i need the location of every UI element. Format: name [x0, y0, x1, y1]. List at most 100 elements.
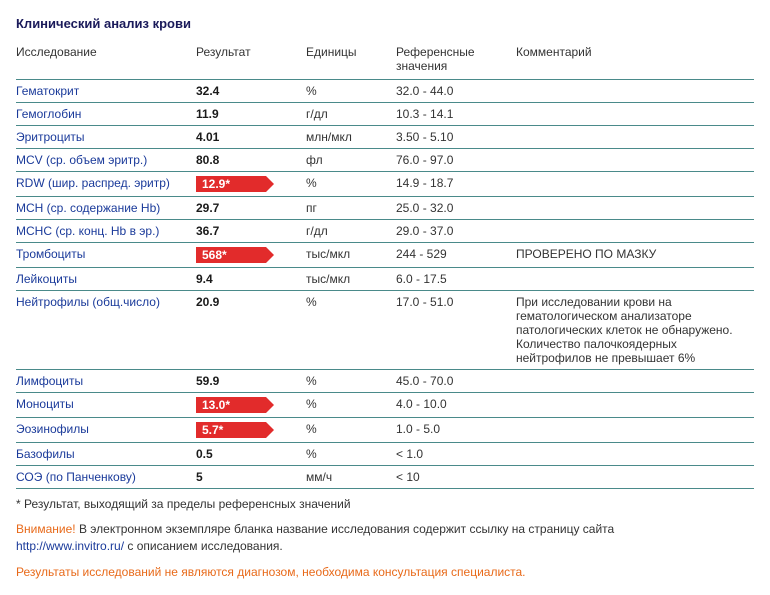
results-table: Исследование Результат Единицы Референсн… — [16, 39, 754, 489]
test-name: Гемоглобин — [16, 103, 196, 126]
test-comment — [516, 103, 754, 126]
test-result: 32.4 — [196, 80, 306, 103]
test-comment — [516, 126, 754, 149]
table-row: СОЭ (по Панченкову)5мм/ч< 10 — [16, 466, 754, 489]
test-name: Тромбоциты — [16, 243, 196, 268]
result-flag: 5.7* — [196, 422, 266, 438]
test-comment — [516, 418, 754, 443]
test-ref: 244 - 529 — [396, 243, 516, 268]
result-flag: 12.9* — [196, 176, 266, 192]
attention-block: Внимание! В электронном экземпляре бланк… — [16, 521, 754, 555]
test-unit: млн/мкл — [306, 126, 396, 149]
test-name: MCV (ср. объем эритр.) — [16, 149, 196, 172]
test-result: 9.4 — [196, 268, 306, 291]
test-unit: % — [306, 443, 396, 466]
test-ref: 29.0 - 37.0 — [396, 220, 516, 243]
test-result: 568* — [196, 243, 306, 268]
test-unit: % — [306, 172, 396, 197]
test-ref: 76.0 - 97.0 — [396, 149, 516, 172]
attention-text1: В электронном экземпляре бланка название… — [79, 522, 614, 536]
table-row: MCH (ср. содержание Hb)29.7пг25.0 - 32.0 — [16, 197, 754, 220]
disclaimer: Результаты исследований не являются диаг… — [16, 565, 754, 579]
test-unit: мм/ч — [306, 466, 396, 489]
test-comment: При исследовании крови на гематологическ… — [516, 291, 754, 370]
test-name: Нейтрофилы (общ.число) — [16, 291, 196, 370]
col-header-name: Исследование — [16, 39, 196, 80]
table-row: MCV (ср. объем эритр.)80.8фл76.0 - 97.0 — [16, 149, 754, 172]
test-ref: 3.50 - 5.10 — [396, 126, 516, 149]
test-ref: < 10 — [396, 466, 516, 489]
col-header-result: Результат — [196, 39, 306, 80]
report-title: Клинический анализ крови — [16, 16, 754, 31]
attention-text2: с описанием исследования. — [127, 539, 282, 553]
table-row: Базофилы0.5%< 1.0 — [16, 443, 754, 466]
test-comment — [516, 220, 754, 243]
test-ref: 4.0 - 10.0 — [396, 393, 516, 418]
test-result: 36.7 — [196, 220, 306, 243]
test-result: 5 — [196, 466, 306, 489]
test-name: Эозинофилы — [16, 418, 196, 443]
table-row: Эозинофилы5.7*%1.0 - 5.0 — [16, 418, 754, 443]
test-name: Гематокрит — [16, 80, 196, 103]
test-name: Лимфоциты — [16, 370, 196, 393]
test-name: Эритроциты — [16, 126, 196, 149]
test-result: 5.7* — [196, 418, 306, 443]
test-comment — [516, 80, 754, 103]
col-header-unit: Единицы — [306, 39, 396, 80]
test-comment — [516, 172, 754, 197]
test-result: 13.0* — [196, 393, 306, 418]
test-comment — [516, 370, 754, 393]
table-row: Гемоглобин11.9г/дл10.3 - 14.1 — [16, 103, 754, 126]
test-ref: 25.0 - 32.0 — [396, 197, 516, 220]
test-unit: % — [306, 370, 396, 393]
table-row: Лейкоциты9.4тыс/мкл6.0 - 17.5 — [16, 268, 754, 291]
table-row: Тромбоциты568* тыс/мкл244 - 529ПРОВЕРЕНО … — [16, 243, 754, 268]
test-result: 20.9 — [196, 291, 306, 370]
test-ref: 6.0 - 17.5 — [396, 268, 516, 291]
test-name: Базофилы — [16, 443, 196, 466]
test-comment — [516, 443, 754, 466]
test-name: MCH (ср. содержание Hb) — [16, 197, 196, 220]
test-result: 11.9 — [196, 103, 306, 126]
test-comment — [516, 466, 754, 489]
test-ref: 32.0 - 44.0 — [396, 80, 516, 103]
test-unit: % — [306, 80, 396, 103]
test-unit: тыс/мкл — [306, 268, 396, 291]
result-flag: 568* — [196, 247, 266, 263]
test-ref: 17.0 - 51.0 — [396, 291, 516, 370]
table-row: Лимфоциты59.9%45.0 - 70.0 — [16, 370, 754, 393]
col-header-ref: Референсные значения — [396, 39, 516, 80]
attention-label: Внимание! — [16, 522, 76, 536]
test-result: 12.9* — [196, 172, 306, 197]
test-name: Моноциты — [16, 393, 196, 418]
test-comment: ПРОВЕРЕНО ПО МАЗКУ — [516, 243, 754, 268]
test-ref: 1.0 - 5.0 — [396, 418, 516, 443]
col-header-comment: Комментарий — [516, 39, 754, 80]
test-comment — [516, 268, 754, 291]
test-unit: г/дл — [306, 220, 396, 243]
header-row: Исследование Результат Единицы Референсн… — [16, 39, 754, 80]
test-name: RDW (шир. распред. эритр) — [16, 172, 196, 197]
test-comment — [516, 197, 754, 220]
test-result: 59.9 — [196, 370, 306, 393]
table-row: RDW (шир. распред. эритр)12.9*%14.9 - 18… — [16, 172, 754, 197]
test-ref: < 1.0 — [396, 443, 516, 466]
test-unit: тыс/мкл — [306, 243, 396, 268]
test-comment — [516, 149, 754, 172]
test-name: MCHC (ср. конц. Hb в эр.) — [16, 220, 196, 243]
test-unit: % — [306, 393, 396, 418]
footnote: * Результат, выходящий за пределы рефере… — [16, 497, 754, 511]
test-name: СОЭ (по Панченкову) — [16, 466, 196, 489]
test-ref: 14.9 - 18.7 — [396, 172, 516, 197]
test-result: 0.5 — [196, 443, 306, 466]
test-ref: 10.3 - 14.1 — [396, 103, 516, 126]
test-unit: фл — [306, 149, 396, 172]
table-row: Нейтрофилы (общ.число)20.9%17.0 - 51.0Пр… — [16, 291, 754, 370]
attention-link[interactable]: http://www.invitro.ru/ — [16, 539, 124, 553]
test-unit: % — [306, 291, 396, 370]
table-row: Эритроциты4.01млн/мкл3.50 - 5.10 — [16, 126, 754, 149]
test-unit: % — [306, 418, 396, 443]
test-unit: пг — [306, 197, 396, 220]
table-row: Гематокрит32.4%32.0 - 44.0 — [16, 80, 754, 103]
test-result: 80.8 — [196, 149, 306, 172]
